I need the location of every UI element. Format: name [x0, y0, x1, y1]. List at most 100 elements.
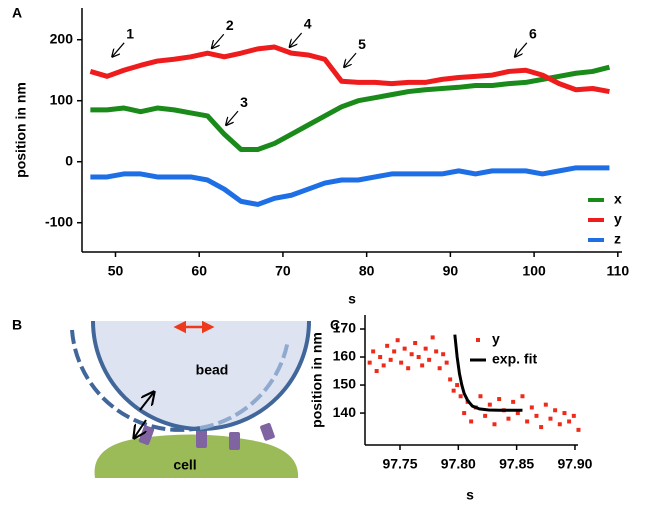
- y-tick-label: 160: [333, 348, 357, 364]
- data-point: [423, 346, 428, 351]
- data-point: [543, 402, 548, 407]
- legend-label: exp. fit: [492, 351, 537, 367]
- data-point: [576, 427, 581, 432]
- legend-label: y: [614, 211, 622, 227]
- annotation-arrow: [212, 33, 225, 48]
- y-tick-label: 0: [65, 152, 73, 168]
- x-tick-label: 100: [522, 263, 546, 279]
- y-tick-label: 170: [333, 320, 357, 336]
- annotation-arrow: [112, 42, 125, 57]
- data-line: [89, 44, 610, 95]
- data-point: [399, 360, 404, 365]
- fit-line: [453, 334, 523, 412]
- data-point: [462, 411, 467, 416]
- bead-displaced: [199, 339, 290, 430]
- panel-label: B: [12, 317, 22, 333]
- x-tick-label: 97.80: [441, 456, 476, 472]
- data-point: [378, 355, 383, 360]
- y-tick-label: 150: [333, 376, 357, 392]
- data-point: [511, 399, 516, 404]
- annotation-label: 6: [529, 26, 537, 42]
- data-point: [427, 357, 432, 362]
- x-tick-label: 97.85: [499, 456, 534, 472]
- x-tick-label: 97.90: [557, 456, 592, 472]
- data-point: [520, 394, 525, 399]
- data-point: [571, 413, 576, 418]
- data-point: [548, 416, 553, 421]
- receptor: [196, 428, 207, 448]
- annotation-arrow: [226, 110, 239, 125]
- data-point: [525, 419, 530, 424]
- data-point: [487, 402, 492, 407]
- data-point: [534, 413, 539, 418]
- legend-swatch: [476, 338, 480, 342]
- x-axis-label: s: [466, 487, 474, 503]
- x-tick-label: 97.75: [382, 456, 417, 472]
- x-tick-label: 90: [443, 263, 459, 279]
- x-tick-label: 110: [607, 263, 630, 279]
- x-tick-label: 60: [191, 263, 207, 279]
- data-point: [416, 355, 421, 360]
- data-point: [455, 383, 460, 388]
- data-point: [448, 377, 453, 382]
- data-point: [553, 408, 558, 413]
- data-point: [539, 425, 544, 430]
- annotation-label: 5: [358, 36, 366, 52]
- data-point: [392, 349, 397, 354]
- y-axis-label: position in nm: [309, 332, 325, 428]
- data-point: [413, 341, 418, 346]
- data-point: [409, 352, 414, 357]
- data-point: [492, 422, 497, 427]
- data-point: [385, 343, 390, 348]
- annotation-label: 3: [240, 94, 248, 110]
- data-point: [381, 363, 386, 368]
- data-point: [515, 411, 520, 416]
- data-point: [371, 349, 376, 354]
- data-point: [557, 422, 562, 427]
- data-point: [437, 366, 442, 371]
- gap-arrow: [139, 392, 154, 411]
- receptor: [260, 422, 275, 441]
- data-line: [90, 165, 610, 207]
- data-point: [420, 363, 425, 368]
- x-tick-label: 70: [275, 263, 291, 279]
- annotation-label: 4: [304, 16, 312, 32]
- data-point: [478, 394, 483, 399]
- data-point: [434, 349, 439, 354]
- data-point: [402, 346, 407, 351]
- y-tick-label: 100: [50, 91, 74, 107]
- data-point: [374, 369, 379, 374]
- data-line: [90, 64, 611, 153]
- x-axis-label: s: [348, 291, 356, 307]
- annotation-label: 2: [226, 17, 234, 33]
- legend-label: y: [492, 331, 500, 347]
- data-point: [395, 338, 400, 343]
- y-tick-label: 140: [333, 404, 357, 420]
- x-tick-label: 80: [359, 263, 375, 279]
- data-point: [562, 411, 567, 416]
- annotation-label: 1: [126, 26, 134, 42]
- panel-b: B bead cell: [12, 317, 311, 478]
- data-point: [506, 416, 511, 421]
- cell-shape: [94, 434, 299, 478]
- data-point: [388, 357, 393, 362]
- data-point: [430, 335, 435, 340]
- annotation-arrow: [290, 32, 303, 47]
- bead-displaced: [70, 329, 201, 432]
- data-point: [444, 360, 449, 365]
- cell-label: cell: [173, 457, 196, 473]
- y-axis-label: position in nm: [13, 82, 29, 178]
- data-point: [451, 388, 456, 393]
- x-tick-label: 50: [108, 263, 124, 279]
- data-point: [529, 405, 534, 410]
- panel-label: C: [330, 317, 340, 333]
- receptor: [229, 432, 240, 450]
- data-point: [458, 394, 463, 399]
- legend-label: z: [614, 231, 621, 247]
- y-tick-label: -100: [45, 213, 73, 229]
- legend-label: x: [614, 191, 622, 207]
- data-point: [567, 419, 572, 424]
- y-tick-label: 200: [50, 30, 74, 46]
